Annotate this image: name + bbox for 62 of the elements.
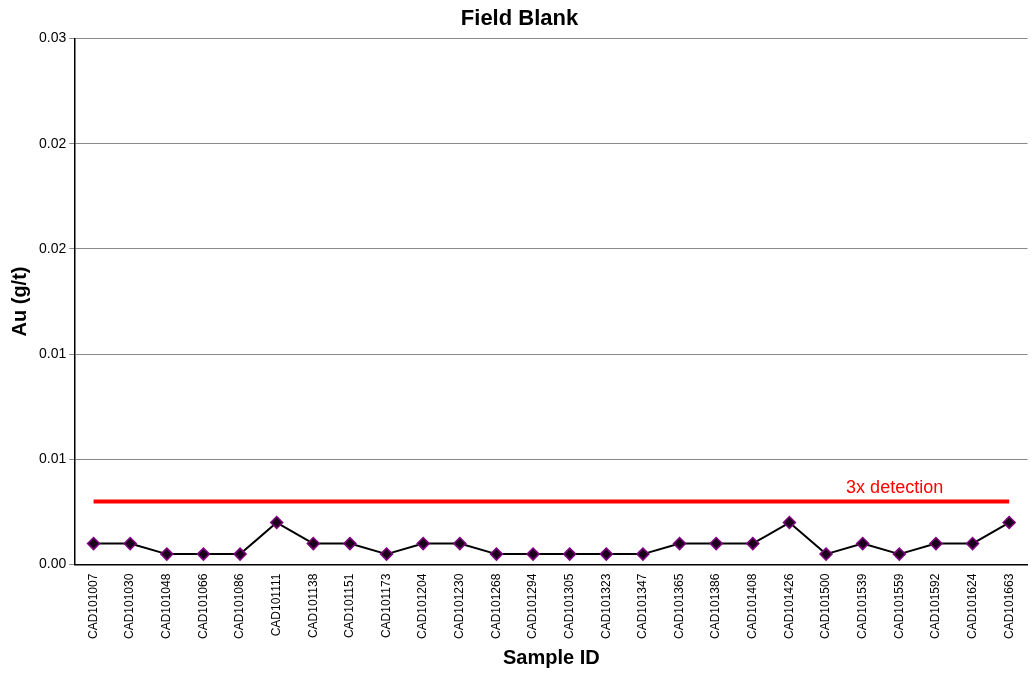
x-tick-label: CAD101007 <box>85 573 100 640</box>
point <box>269 515 284 530</box>
point <box>453 536 467 551</box>
x-tick-label: CAD101426 <box>781 573 796 640</box>
x-tick-label: CAD101066 <box>195 573 210 640</box>
x-tick-label: CAD101268 <box>488 573 503 640</box>
point <box>636 547 650 561</box>
point <box>86 536 101 551</box>
point <box>123 536 137 551</box>
x-tick-label: CAD101624 <box>964 573 979 640</box>
point <box>855 536 870 551</box>
ref-line-label: 3x detection <box>846 477 944 498</box>
x-tick-label: CAD101305 <box>562 573 576 640</box>
point <box>929 536 943 551</box>
point <box>1002 515 1016 530</box>
point <box>233 547 247 561</box>
x-tick-label: CAD101386 <box>708 573 723 640</box>
y-tick-label: 0.03 <box>39 29 67 46</box>
point <box>672 536 687 551</box>
point <box>599 547 614 561</box>
point <box>196 547 211 561</box>
point <box>489 547 504 561</box>
x-tick-label: CAD101204 <box>415 573 430 640</box>
x-tick-label: CAD101592 <box>928 573 943 640</box>
y-tick-label: 0.01 <box>39 344 67 361</box>
x-tick-label: CAD101111 <box>269 573 283 637</box>
x-tick-label: CAD101230 <box>452 573 467 640</box>
x-tick-label: CAD101048 <box>159 573 174 640</box>
point <box>819 547 833 561</box>
x-tick-label: CAD101138 <box>305 573 320 639</box>
x-axis-title: Sample ID <box>503 645 600 668</box>
point <box>343 536 357 551</box>
x-tick-label: CAD101347 <box>635 573 650 640</box>
x-tick-label: CAD101086 <box>232 573 247 640</box>
y-tick-label: 0.00 <box>39 555 67 572</box>
point <box>160 547 174 561</box>
x-tick-label: CAD101539 <box>855 573 869 640</box>
point <box>746 536 760 551</box>
x-tick-label: CAD101365 <box>671 573 686 640</box>
x-tick-label: CAD101500 <box>818 573 833 640</box>
point <box>782 515 797 530</box>
point <box>306 536 321 551</box>
chart-title: Field Blank <box>460 5 579 31</box>
y-tick-label: 0.01 <box>39 450 67 467</box>
point <box>526 547 540 561</box>
x-tick-label: CAD101173 <box>378 573 393 639</box>
x-tick-label: CAD101151 <box>342 573 357 639</box>
point <box>562 547 577 561</box>
x-tick-label: CAD101323 <box>598 573 613 640</box>
point <box>892 547 907 561</box>
x-tick-label: CAD101030 <box>122 573 137 640</box>
point <box>965 536 980 551</box>
x-tick-label: CAD101559 <box>891 573 906 640</box>
point <box>416 536 430 551</box>
point <box>379 547 394 561</box>
x-tick-label: CAD101294 <box>525 573 540 640</box>
x-tick-label: CAD101663 <box>1001 573 1016 640</box>
y-tick-label: 0.02 <box>39 239 67 256</box>
point <box>709 536 723 551</box>
x-tick-label: CAD101408 <box>745 573 760 640</box>
y-tick-label: 0.02 <box>39 134 67 151</box>
y-axis-title: Au (g/t) <box>7 266 30 337</box>
